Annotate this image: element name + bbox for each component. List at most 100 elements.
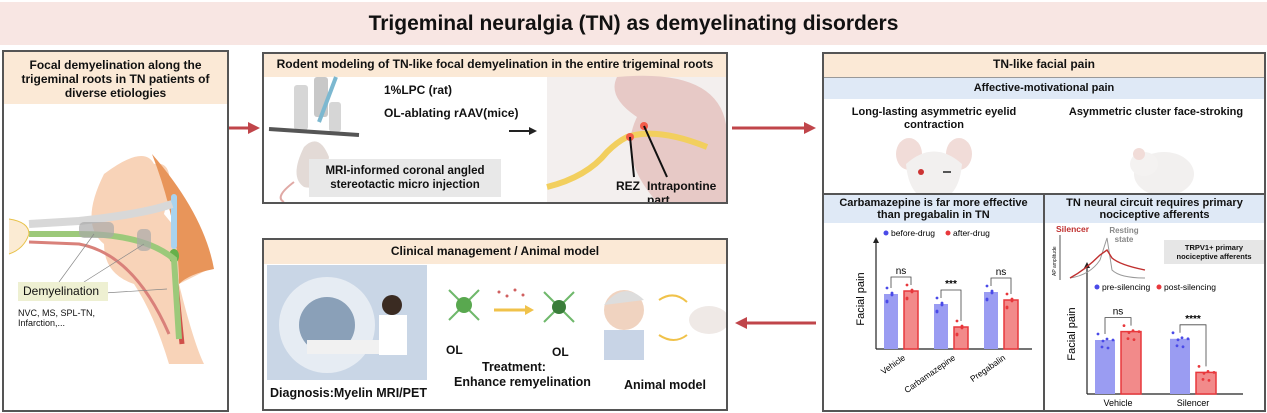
oligodendrocyte-illustration — [448, 288, 575, 323]
bar — [1120, 330, 1142, 395]
significance-bracket — [940, 289, 962, 321]
data-point — [990, 289, 994, 293]
etiologies-text: NVC, MS, SPL-TN, Infarction,... — [18, 308, 96, 328]
intrapontine-label: Intrapontine part — [647, 179, 717, 204]
rat-face-illustration — [896, 138, 972, 202]
rodent-model-panel: Rodent modeling of TN-like focal demyeli… — [262, 52, 728, 204]
bar — [934, 304, 948, 349]
y-axis-arrow — [1084, 262, 1090, 268]
data-point — [1137, 330, 1141, 333]
data-point — [935, 309, 939, 313]
affective-subheader: Affective-motivational pain — [824, 77, 1264, 99]
arrow-right-icon — [509, 127, 537, 135]
data-point — [1180, 336, 1184, 340]
treatment-label: Treatment: — [482, 360, 546, 374]
data-point — [1005, 305, 1009, 309]
significance-label: ns — [996, 267, 1007, 278]
legend-label: before-drug — [891, 228, 935, 238]
bar — [1195, 371, 1217, 395]
left-panel-header: Focal demyelination along the trigeminal… — [4, 52, 227, 104]
data-point — [1100, 345, 1104, 349]
legend-marker — [945, 230, 951, 236]
x-tick-label: Vehicle — [879, 352, 907, 376]
y-axis-label: Facial pain — [855, 272, 867, 325]
legend-marker — [883, 230, 889, 236]
data-point — [985, 297, 989, 301]
data-point — [1202, 372, 1206, 375]
data-point — [955, 319, 959, 323]
significance-label: **** — [1185, 314, 1201, 325]
data-point — [885, 286, 889, 290]
data-point — [1171, 331, 1175, 335]
animal-model-label: Animal model — [624, 378, 706, 392]
y-axis-label: Facial pain — [1066, 307, 1078, 360]
data-point — [985, 284, 989, 288]
mri-scanner-illustration — [267, 265, 427, 380]
data-point — [940, 301, 944, 305]
data-point — [905, 283, 909, 287]
x-tick-label: Carbamazepine — [902, 352, 957, 395]
clinical-panel: Clinical management / Animal model Diagn… — [262, 238, 728, 411]
bar — [953, 326, 969, 350]
arrow-pain-to-clinical — [735, 317, 816, 329]
data-point — [1105, 337, 1109, 341]
significance-bracket — [890, 276, 912, 288]
method-lpc: 1%LPC (rat) — [384, 83, 453, 97]
data-point — [1127, 331, 1131, 334]
resting-trace — [1069, 237, 1146, 279]
diagnosis-label: Diagnosis:Myelin MRI/PET — [270, 386, 427, 400]
data-point — [1197, 365, 1201, 368]
data-point — [1010, 297, 1014, 301]
data-point — [1175, 344, 1179, 348]
drug-header: Carbamazepine is far more effective than… — [824, 195, 1043, 223]
silencing-bar-chart: Facial pain pre-silencing post-silencing ns… — [1066, 262, 1243, 408]
significance-bracket — [990, 277, 1012, 294]
treatment-text: Enhance remyelination — [454, 375, 591, 389]
silencer-trace — [1069, 248, 1146, 279]
ap-axis-label: AP amplitude — [1052, 246, 1058, 276]
arrow-left-to-model — [229, 122, 260, 134]
data-point — [1212, 371, 1216, 374]
data-point — [1131, 329, 1135, 332]
significance-bracket — [1104, 317, 1132, 334]
data-point — [890, 291, 894, 295]
trigeminal-root-illustration — [546, 75, 726, 202]
bar — [1170, 338, 1190, 394]
legend-label: post-silencing — [1164, 282, 1216, 292]
resting-trace-label: Resting state — [1109, 226, 1139, 244]
method-raav: OL-ablating rAAV(mice) — [384, 106, 519, 120]
left-panel: Focal demyelination along the trigeminal… — [2, 50, 229, 412]
significance-label: ns — [896, 266, 907, 277]
data-point — [1201, 378, 1205, 381]
divider — [1043, 193, 1045, 410]
data-point — [1181, 345, 1185, 349]
x-tick-label: Silencer — [1177, 398, 1210, 408]
significance-label: ns — [1113, 307, 1124, 318]
data-point — [910, 288, 914, 292]
data-point — [1101, 339, 1105, 343]
bar — [884, 294, 898, 349]
data-point — [1206, 370, 1210, 373]
x-tick-label: Pregabalin — [968, 352, 1007, 384]
legend-marker — [1156, 284, 1162, 290]
bar — [1095, 340, 1115, 394]
circuit-header: TN neural circuit requires primary nocic… — [1045, 195, 1264, 223]
drug-bar-chart: Facial pain before-drug after-drug ns Vehicl… — [855, 228, 1032, 395]
ol-label-2: OL — [552, 345, 569, 359]
data-point — [1126, 337, 1130, 340]
data-point — [1096, 332, 1100, 336]
eyelid-label: Long-lasting asymmetric eyelid contracti… — [851, 106, 1017, 131]
demyelination-label: Demyelination — [18, 282, 108, 301]
data-point — [1005, 292, 1009, 296]
data-point — [905, 296, 909, 300]
ol-label-1: OL — [446, 343, 463, 357]
legend-label: pre-silencing — [1102, 282, 1150, 292]
data-point — [1106, 346, 1110, 350]
rodent-model-header: Rodent modeling of TN-like focal demyeli… — [264, 54, 726, 77]
injection-method-box: MRI-informed coronal angled stereotactic… — [309, 159, 501, 197]
legend-label: after-drug — [953, 228, 990, 238]
silencer-trace-label: Silencer — [1056, 224, 1090, 234]
data-point — [1186, 337, 1190, 341]
data-point — [960, 324, 964, 328]
